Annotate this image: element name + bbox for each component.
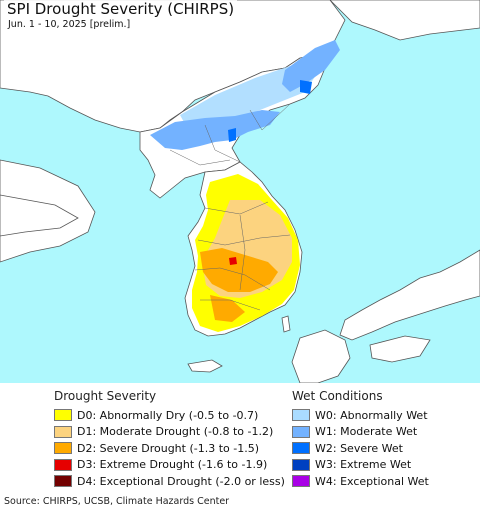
legend-item-d4: D4: Exceptional Drought (-2.0 or less) xyxy=(54,473,285,490)
legend-label-d1: D1: Moderate Drought (-0.8 to -1.2) xyxy=(77,425,274,439)
nk-wet-w0 xyxy=(180,60,318,124)
legend-label-d4: D4: Exceptional Drought (-2.0 or less) xyxy=(77,474,285,488)
legend-label-w2: W2: Severe Wet xyxy=(315,441,403,455)
legend-label-d2: D2: Severe Drought (-1.3 to -1.5) xyxy=(77,441,260,455)
russia-landmass xyxy=(329,0,480,41)
province-borders xyxy=(169,103,291,311)
swatch-d3 xyxy=(54,458,72,471)
swatch-d2 xyxy=(54,442,72,455)
nk-wet-w1 xyxy=(150,110,280,150)
legend-item-w0: W0: Abnormally Wet xyxy=(292,407,429,424)
legend-item-w1: W1: Moderate Wet xyxy=(292,424,429,441)
drought-map xyxy=(0,0,480,383)
map-subtitle: Jun. 1 - 10, 2025 [prelim.] xyxy=(6,19,133,30)
legend-label-w0: W0: Abnormally Wet xyxy=(315,408,428,422)
legend-label-d0: D0: Abnormally Dry (-0.5 to -0.7) xyxy=(77,408,259,422)
legend-item-d3: D3: Extreme Drought (-1.6 to -1.9) xyxy=(54,457,285,474)
wet-legend: Wet Conditions W0: Abnormally Wet W1: Mo… xyxy=(292,389,429,490)
swatch-w0 xyxy=(292,409,310,422)
legend-label-d3: D3: Extreme Drought (-1.6 to -1.9) xyxy=(77,458,268,472)
legend-item-w4: W4: Exceptional Wet xyxy=(292,473,429,490)
legend-item-w2: W2: Severe Wet xyxy=(292,440,429,457)
tsushima-island xyxy=(281,315,291,333)
source-credit: Source: CHIRPS, UCSB, Climate Hazards Ce… xyxy=(4,496,230,507)
legend-label-w3: W3: Extreme Wet xyxy=(315,458,412,472)
legend-label-w4: W4: Exceptional Wet xyxy=(315,474,429,488)
japan-kyushu xyxy=(291,329,351,383)
nk-wet-w1-north xyxy=(282,40,340,92)
nk-wet-w2 xyxy=(300,80,312,94)
legend-item-d0: D0: Abnormally Dry (-0.5 to -0.7) xyxy=(54,407,285,424)
shandong-peninsula xyxy=(0,194,79,237)
swatch-d0 xyxy=(54,409,72,422)
legend-label-w1: W1: Moderate Wet xyxy=(315,425,418,439)
legend-panel: Drought Severity D0: Abnormally Dry (-0.… xyxy=(0,383,480,493)
sk-drought-d3 xyxy=(229,257,237,265)
sk-drought-d2b xyxy=(210,295,245,322)
drought-legend: Drought Severity D0: Abnormally Dry (-0.… xyxy=(54,389,285,490)
swatch-w1 xyxy=(292,425,310,438)
wet-legend-heading: Wet Conditions xyxy=(292,389,383,403)
japan-honshu xyxy=(339,249,480,341)
legend-item-d1: D1: Moderate Drought (-0.8 to -1.2) xyxy=(54,424,285,441)
swatch-w4 xyxy=(292,475,310,488)
swatch-w3 xyxy=(292,458,310,471)
japan-shikoku xyxy=(369,335,431,363)
jeju-island xyxy=(187,359,223,373)
map-title: SPI Drought Severity (CHIRPS) xyxy=(4,0,238,18)
map-panel: SPI Drought Severity (CHIRPS) Jun. 1 - 1… xyxy=(0,0,480,383)
swatch-w2 xyxy=(292,442,310,455)
drought-legend-heading: Drought Severity xyxy=(54,389,157,403)
legend-item-d2: D2: Severe Drought (-1.3 to -1.5) xyxy=(54,440,285,457)
swatch-d4 xyxy=(54,475,72,488)
swatch-d1 xyxy=(54,425,72,438)
sk-drought-d2 xyxy=(200,248,278,292)
nk-wet-w2b xyxy=(228,128,236,142)
legend-item-w3: W3: Extreme Wet xyxy=(292,457,429,474)
